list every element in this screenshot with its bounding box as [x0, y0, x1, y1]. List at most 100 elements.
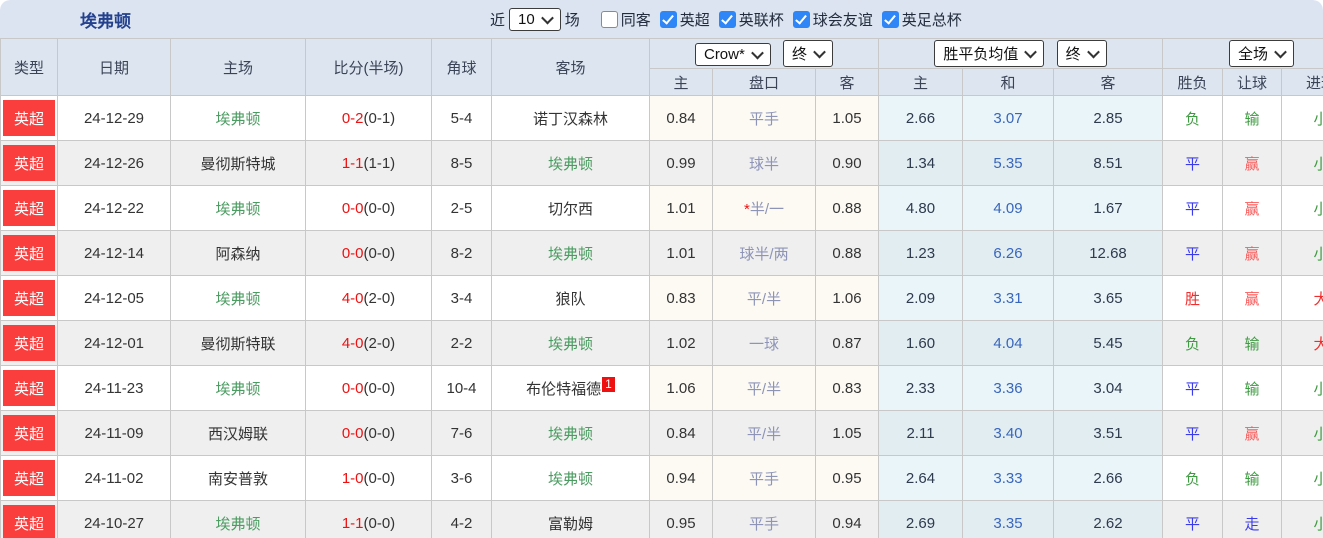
- checkbox-英足总杯[interactable]: [881, 10, 899, 28]
- corners-cell: 2-2: [431, 320, 492, 366]
- result-cell: 平: [1162, 140, 1223, 186]
- avg-home-cell: 2.33: [878, 365, 963, 411]
- score-cell: 4-0(2-0): [305, 320, 432, 366]
- avg-draw-cell: 3.07: [962, 95, 1054, 141]
- away-team-cell: 切尔西: [491, 185, 650, 231]
- avg-draw-cell: 3.35: [962, 500, 1054, 538]
- avg-home-cell: 2.66: [878, 95, 963, 141]
- checkbox-同客[interactable]: [600, 10, 618, 28]
- avg-away-cell: 3.04: [1053, 365, 1163, 411]
- handicap-result-cell: 输: [1222, 365, 1282, 411]
- goals-cell: 小: [1280, 455, 1323, 501]
- away-team-cell: 埃弗顿: [491, 140, 650, 186]
- match-row: 英超 24-12-26 曼彻斯特城 1-1(1-1) 8-5 埃弗顿 0.99 球半 0.90 1…: [0, 140, 1323, 186]
- period-select-group: 全场: [1161, 38, 1323, 69]
- odds-home-cell: 0.84: [649, 410, 713, 456]
- league-badge: 英超: [3, 505, 55, 538]
- home-team-cell: 埃弗顿: [170, 365, 306, 411]
- match-row: 英超 24-12-22 埃弗顿 0-0(0-0) 2-5 切尔西 1.01 *半/一 0.88 4…: [0, 185, 1323, 231]
- handicap-result-cell: 输: [1222, 455, 1282, 501]
- avg-away-cell: 3.65: [1053, 275, 1163, 321]
- corners-cell: 3-6: [431, 455, 492, 501]
- handicap-cell: *半/一: [712, 185, 816, 231]
- avg-home-cell: 1.34: [878, 140, 963, 186]
- col-header-date: 日期: [57, 38, 171, 96]
- avg-away-cell: 2.85: [1053, 95, 1163, 141]
- recent-count-select[interactable]: 10: [509, 7, 561, 31]
- match-row: 英超 24-10-27 埃弗顿 1-1(0-0) 4-2 富勒姆 0.95 平手 0.94 2.6…: [0, 500, 1323, 538]
- league-badge: 英超: [3, 280, 55, 316]
- date-cell: 24-12-14: [57, 230, 171, 276]
- col-header-type: 类型: [0, 38, 58, 96]
- avg-draw-cell: 3.33: [962, 455, 1054, 501]
- score-cell: 0-0(0-0): [305, 185, 432, 231]
- period-select[interactable]: 全场: [1229, 40, 1295, 67]
- avg-select[interactable]: 胜平负均值: [934, 40, 1045, 67]
- match-row: 英超 24-11-09 西汉姆联 0-0(0-0) 7-6 埃弗顿 0.84 平/半 1.05 2…: [0, 410, 1323, 456]
- avg-away-cell: 3.51: [1053, 410, 1163, 456]
- check-icon: [795, 11, 808, 25]
- date-cell: 24-12-26: [57, 140, 171, 186]
- handicap-result-cell: 走: [1222, 500, 1282, 538]
- avg-away-cell: 1.67: [1053, 185, 1163, 231]
- type-cell: 英超: [0, 95, 58, 141]
- league-badge: 英超: [3, 325, 55, 361]
- avg-away-cell: 12.68: [1053, 230, 1163, 276]
- date-cell: 24-11-23: [57, 365, 171, 411]
- sub-col-header-6: 胜负: [1162, 68, 1223, 96]
- checkbox-英联杯[interactable]: [718, 10, 736, 28]
- away-team-cell: 诺丁汉森林: [491, 95, 650, 141]
- avg-time-select[interactable]: 终: [1056, 40, 1107, 67]
- avg-home-cell: 2.64: [878, 455, 963, 501]
- score-cell: 0-0(0-0): [305, 365, 432, 411]
- avg-home-cell: 2.09: [878, 275, 963, 321]
- bookmaker-select[interactable]: Crow*: [694, 43, 771, 66]
- corners-cell: 5-4: [431, 95, 492, 141]
- type-cell: 英超: [0, 320, 58, 366]
- date-cell: 24-12-29: [57, 95, 171, 141]
- type-cell: 英超: [0, 275, 58, 321]
- chevron-down-icon: [1274, 45, 1287, 59]
- avg-away-cell: 5.45: [1053, 320, 1163, 366]
- away-team-cell: 富勒姆: [491, 500, 650, 538]
- home-team-cell: 南安普敦: [170, 455, 306, 501]
- corners-cell: 3-4: [431, 275, 492, 321]
- handicap-cell: 平/半: [712, 410, 816, 456]
- odds-away-cell: 0.88: [815, 185, 879, 231]
- league-badge: 英超: [3, 460, 55, 496]
- sub-col-header-5: 客: [1053, 68, 1163, 96]
- avg-away-cell: 8.51: [1053, 140, 1163, 186]
- odds-select-group: Crow* 终: [649, 38, 879, 69]
- type-cell: 英超: [0, 185, 58, 231]
- result-cell: 平: [1162, 185, 1223, 231]
- chevron-down-icon: [540, 11, 554, 24]
- avg-home-cell: 1.23: [878, 230, 963, 276]
- odds-home-cell: 0.95: [649, 500, 713, 538]
- handicap-cell: 平手: [712, 455, 816, 501]
- corners-cell: 7-6: [431, 410, 492, 456]
- odds-away-cell: 0.88: [815, 230, 879, 276]
- handicap-cell: 球半/两: [712, 230, 816, 276]
- match-row: 英超 24-12-05 埃弗顿 4-0(2-0) 3-4 狼队 0.83 平/半 1.06 2.0…: [0, 275, 1323, 321]
- chevron-down-icon: [1086, 45, 1100, 59]
- avg-draw-cell: 4.04: [962, 320, 1054, 366]
- league-badge: 英超: [3, 100, 55, 136]
- score-cell: 0-2(0-1): [305, 95, 432, 141]
- type-cell: 英超: [0, 500, 58, 538]
- score-cell: 1-1(0-0): [305, 500, 432, 538]
- league-badge: 英超: [3, 190, 55, 226]
- check-icon: [884, 11, 897, 25]
- type-cell: 英超: [0, 410, 58, 456]
- home-team-cell: 埃弗顿: [170, 275, 306, 321]
- avg-draw-cell: 3.40: [962, 410, 1054, 456]
- odds-away-cell: 1.06: [815, 275, 879, 321]
- handicap-cell: 平手: [712, 95, 816, 141]
- odds-time-select[interactable]: 终: [783, 40, 834, 67]
- chevron-down-icon: [813, 45, 826, 59]
- goals-cell: 小: [1280, 185, 1323, 231]
- type-cell: 英超: [0, 140, 58, 186]
- checkbox-label: 球会友谊: [812, 11, 873, 29]
- checkbox-球会友谊[interactable]: [792, 10, 810, 28]
- result-cell: 负: [1162, 320, 1223, 366]
- checkbox-英超[interactable]: [659, 10, 677, 28]
